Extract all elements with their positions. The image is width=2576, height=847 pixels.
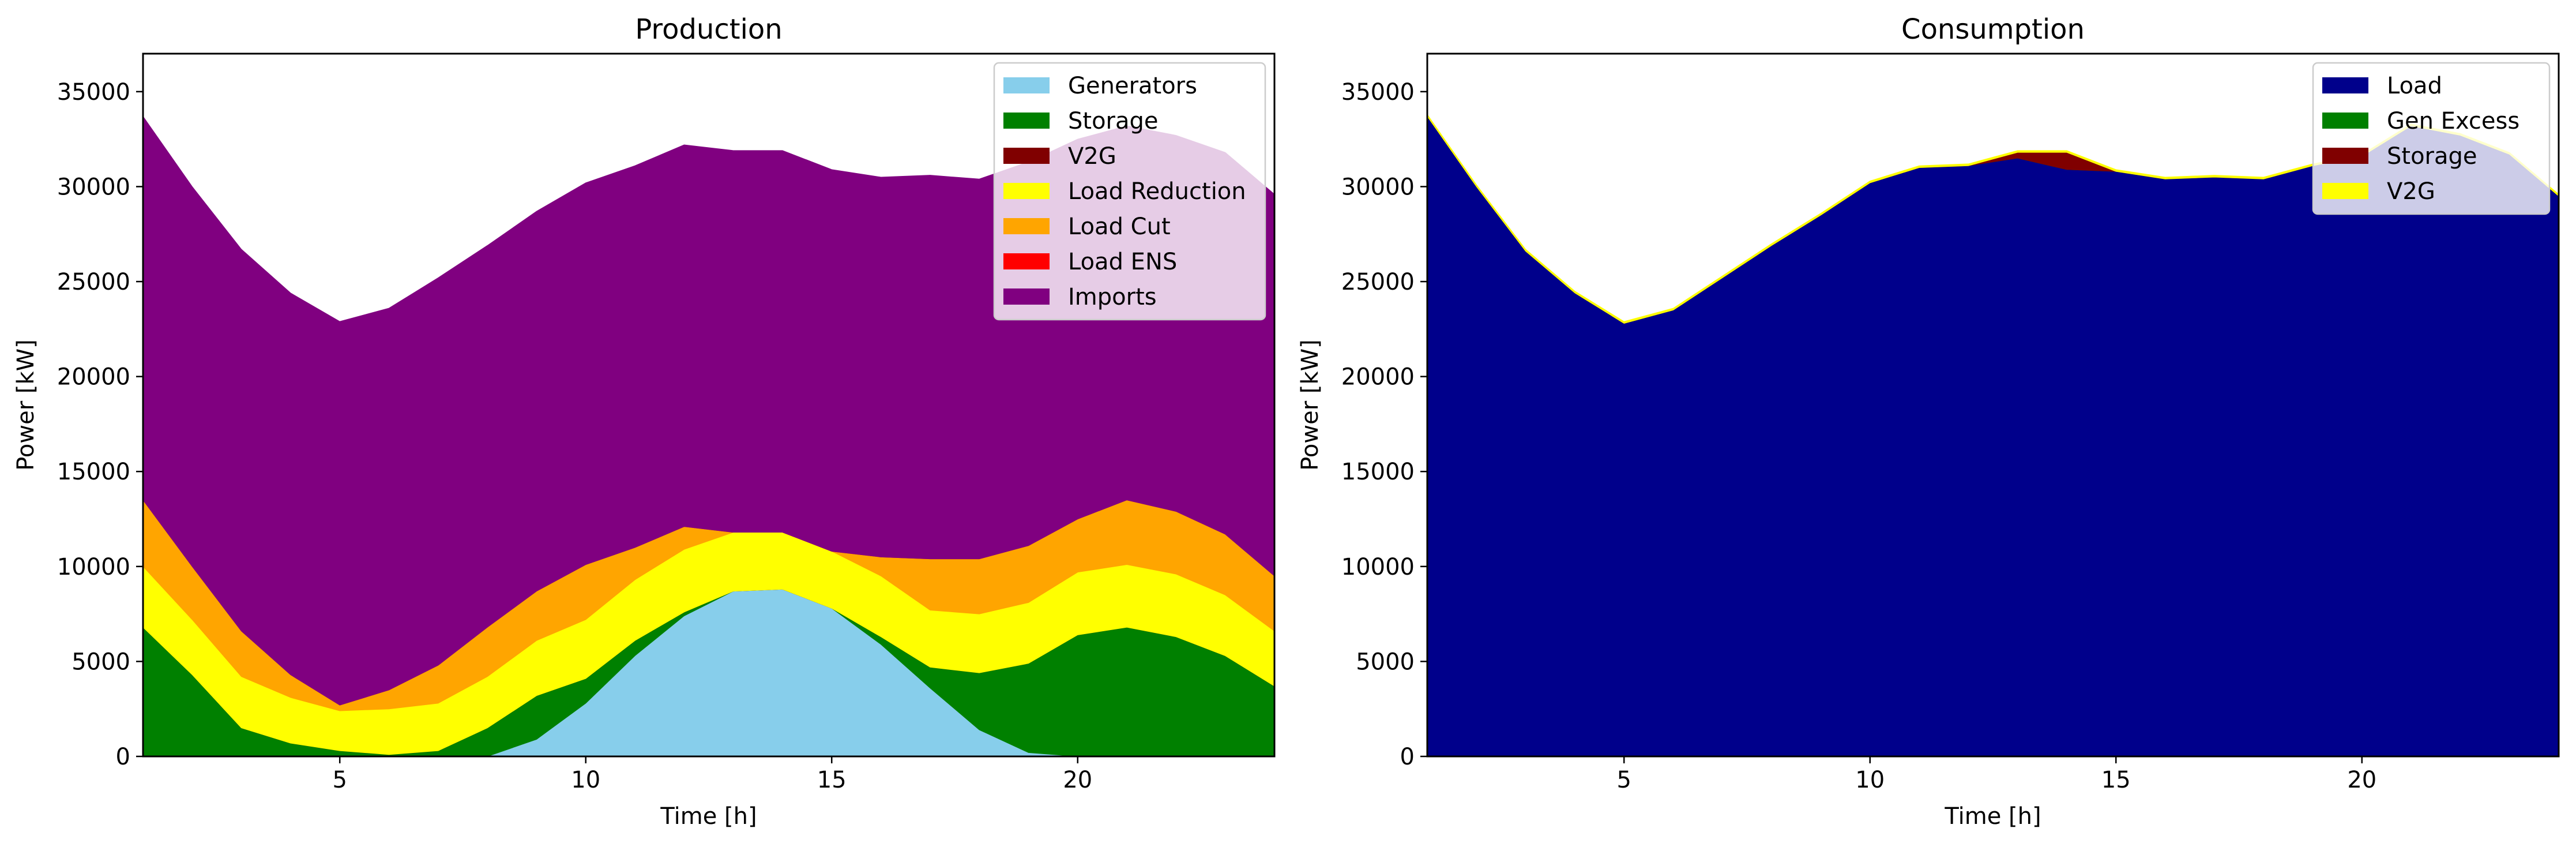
area-v2g xyxy=(1427,114,2559,324)
legend-label-load-ens: Load ENS xyxy=(1068,249,1177,275)
legend-label-storage: Storage xyxy=(1068,108,1159,134)
y-tick-label: 25000 xyxy=(57,269,130,295)
x-axis-label: Time [h] xyxy=(660,803,757,830)
x-tick-label: 15 xyxy=(817,767,847,793)
axes-frame xyxy=(142,53,1276,758)
legend-swatch-storage xyxy=(2322,148,2368,164)
x-tick-label: 5 xyxy=(332,767,347,793)
legend-swatch-load-cut xyxy=(1003,218,1050,234)
legend-swatch-gen-excess xyxy=(2322,113,2368,129)
y-tick-label: 10000 xyxy=(1341,554,1415,580)
y-tick-label: 5000 xyxy=(72,649,130,675)
y-tick-label: 35000 xyxy=(57,79,130,106)
x-tick-label: 20 xyxy=(2347,767,2376,793)
consumption-chart: 5 10 15 20 0 5000 10000 15000 20000 25000 30000 350… xyxy=(1297,13,2560,830)
legend-label-imports: Imports xyxy=(1068,284,1157,310)
x-axis-label: Time [h] xyxy=(1944,803,2041,830)
y-tick-label: 10000 xyxy=(57,554,130,580)
y-tick-label: 5000 xyxy=(1356,649,1415,675)
chart-title: Production xyxy=(635,13,782,46)
legend-label-load-cut: Load Cut xyxy=(1068,213,1171,240)
plot-area xyxy=(1427,114,2559,756)
y-tick-label: 15000 xyxy=(57,459,130,485)
x-tick-label: 20 xyxy=(1063,767,1092,793)
y-tick-label: 35000 xyxy=(1341,79,1415,106)
legend-label-v2g: V2G xyxy=(1068,143,1116,170)
legend-label-load-reduction: Load Reduction xyxy=(1068,178,1246,205)
legend-swatch-load-ens xyxy=(1003,253,1050,269)
legend-label-generators: Generators xyxy=(1068,73,1197,99)
y-axis-label: Power [kW] xyxy=(1297,339,1323,471)
y-tick-label: 20000 xyxy=(1341,364,1415,391)
production-chart: 5 10 15 20 0 5000 10000 15000 20000 25000 30000 350… xyxy=(13,13,1276,830)
y-tick-label: 15000 xyxy=(1341,459,1415,485)
x-tick-label: 15 xyxy=(2101,767,2131,793)
legend-swatch-v2g xyxy=(2322,183,2368,199)
chart-title: Consumption xyxy=(1901,13,2085,46)
y-tick-label: 0 xyxy=(1400,744,1415,770)
legend-swatch-load-reduction xyxy=(1003,183,1050,199)
y-axis-label: Power [kW] xyxy=(13,339,39,471)
y-tick-label: 30000 xyxy=(1341,174,1415,200)
legend-box xyxy=(993,62,1266,321)
x-tick-label: 10 xyxy=(571,767,600,793)
area-imports xyxy=(143,115,1274,706)
legend-swatch-v2g xyxy=(1003,148,1050,164)
legend-swatch-storage xyxy=(1003,113,1050,129)
x-tick-label: 10 xyxy=(1855,767,1885,793)
axes-frame xyxy=(1426,53,2560,758)
y-tick-label: 25000 xyxy=(1341,269,1415,295)
legend: Generators Storage V2G Load Reduction Load C… xyxy=(993,62,1266,321)
legend-label-gen-excess: Gen Excess xyxy=(2387,108,2519,134)
x-tick-label: 5 xyxy=(1616,767,1631,793)
plot-area xyxy=(143,115,1274,756)
legend-swatch-load xyxy=(2322,77,2368,93)
legend-label-v2g: V2G xyxy=(2387,178,2435,205)
legend: Load Gen Excess Storage V2G xyxy=(2312,62,2551,215)
legend-label-storage: Storage xyxy=(2387,143,2477,170)
y-tick-label: 30000 xyxy=(57,174,130,200)
y-tick-label: 0 xyxy=(116,744,130,770)
legend-swatch-generators xyxy=(1003,77,1050,93)
y-tick-label: 20000 xyxy=(57,364,130,391)
legend-box xyxy=(2312,62,2551,215)
legend-swatch-imports xyxy=(1003,288,1050,305)
legend-label-load: Load xyxy=(2387,73,2442,99)
